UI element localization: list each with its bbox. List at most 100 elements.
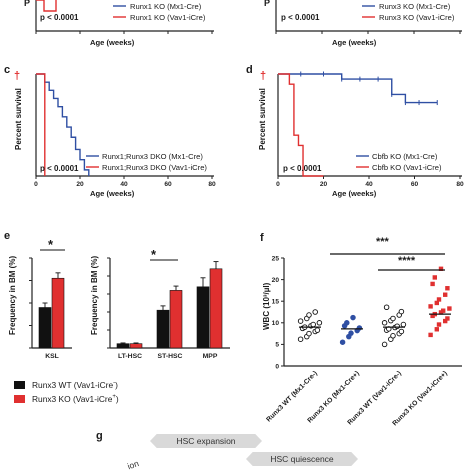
f-point-3-15 (430, 281, 435, 287)
e-left-cat-label-0: KSL (45, 353, 59, 360)
f-ytick-label-0: 0 (275, 363, 279, 370)
legend-item-ko: Runx3 KO (Vav1-iCre+) (14, 392, 119, 406)
e-right-cat-label-2: MPP (203, 353, 218, 360)
panel-a-pvalue: p < 0.0001 (40, 13, 79, 22)
panel-f-stars-top: *** (376, 236, 389, 248)
f-point-1-4 (356, 325, 363, 331)
f-point-3-11 (434, 300, 439, 306)
panel-b-xlabel: Age (weeks) (332, 38, 377, 47)
panel-e-star-left: * (48, 237, 54, 252)
f-point-3-14 (445, 286, 450, 291)
f-point-3-4 (445, 316, 450, 321)
panel-d-letter: d (246, 64, 253, 76)
c-xtick-label-2: 40 (120, 181, 128, 188)
panel-b-ylabel-fragment: P (264, 0, 271, 8)
panel-d-dagger: † (260, 70, 267, 82)
hsc-quiescence-arrow: HSC quiescence (246, 452, 358, 466)
f-ytick-label-1: 5 (275, 342, 279, 349)
panel-b-legend-mx1: Runx3 KO (Mx1-Cre) (379, 2, 451, 11)
f-point-3-1 (434, 327, 439, 332)
panel-a-legend-mx1: Runx1 KO (Mx1-Cre) (130, 2, 202, 11)
f-ytick-label-3: 15 (272, 299, 280, 306)
d-xtick-label-4: 80 (456, 181, 464, 188)
f-point-1-2 (348, 330, 354, 336)
f-point-2-8 (394, 323, 400, 330)
f-point-1-0 (339, 339, 346, 345)
panel-a-legend-vav: Runx1 KO (Vav1-iCre) (130, 13, 206, 22)
f-point-3-10 (428, 304, 433, 309)
f-point-2-4 (398, 328, 405, 335)
f-point-3-2 (436, 322, 442, 327)
f-point-3-3 (443, 318, 448, 324)
f-point-1-7 (350, 314, 356, 321)
panel-a-red-curve (36, 0, 57, 12)
c-xtick-label-4: 80 (208, 181, 216, 188)
f-ytick-label-5: 25 (272, 255, 280, 262)
hsc-expansion-label: HSC expansion (176, 436, 236, 446)
legend-label-ko: Runx3 KO (Vav1-iCre+) (32, 394, 119, 404)
panel-b-legend-vav: Runx3 KO (Vav1-iCre) (379, 13, 455, 22)
f-point-3-13 (443, 292, 448, 297)
legend-swatch-ko (14, 395, 25, 403)
panel-f-stars-low: **** (398, 255, 416, 267)
panel-c-xlabel: Age (weeks) (90, 189, 135, 198)
f-point-2-9 (400, 321, 407, 328)
panel-a-xlabel: Age (weeks) (90, 38, 135, 47)
d-xtick-label-3: 60 (411, 181, 419, 188)
f-point-2-10 (381, 320, 388, 326)
f-point-2-0 (381, 341, 388, 348)
c-xtick-label-3: 60 (164, 181, 172, 188)
panel-a-ylabel-fragment: P (24, 0, 31, 8)
c-xtick-label-1: 20 (76, 181, 84, 188)
panel-f-letter: f (260, 232, 264, 244)
f-point-0-12 (306, 312, 312, 318)
panel-d-legend-vav: Cbfb KO (Vav1-iCre) (372, 163, 442, 172)
panel-c-legend-vav: Runx1;Runx3 DKO (Vav1-iCre) (102, 163, 207, 172)
c-series-1 (36, 73, 46, 176)
legend-label-wt: Runx3 WT (Vav1-iCre-) (32, 380, 118, 390)
f-point-0-9 (316, 320, 323, 326)
panel-e-legend: Runx3 WT (Vav1-iCre-) Runx3 KO (Vav1-iCr… (14, 378, 119, 406)
f-point-3-16 (432, 275, 437, 280)
panel-c-letter: c (4, 64, 11, 76)
f-point-2-14 (398, 308, 405, 315)
panel-b-pvalue: p < 0.0001 (281, 13, 320, 22)
f-point-0-4 (314, 327, 321, 333)
d-series-1 (278, 73, 324, 177)
e-right-cat-label-1: ST-HSC (158, 353, 183, 360)
f-point-3-0 (428, 332, 433, 338)
panel-c-pvalue: p < 0.0001 (40, 164, 79, 173)
f-point-2-2 (390, 333, 396, 339)
f-point-3-8 (441, 308, 446, 313)
panel-d-legend-mx1: Cbfb KO (Mx1-Cre) (372, 152, 438, 161)
f-point-3-5 (430, 313, 435, 319)
f-point-2-12 (390, 315, 396, 322)
panel-d-pvalue: p < 0.0001 (283, 164, 322, 173)
panel-c-legend-mx1: Runx1;Runx3 DKO (Mx1-Cre) (102, 152, 203, 161)
f-point-3-12 (436, 297, 442, 302)
f-point-0-8 (310, 321, 316, 328)
d-xtick-label-0: 0 (276, 181, 280, 188)
d-xtick-label-2: 40 (365, 181, 373, 188)
legend-swatch-wt (14, 381, 25, 389)
c-series-0 (36, 73, 90, 176)
panel-g-letter: g (96, 430, 103, 442)
panel-e-letter: e (4, 230, 11, 242)
f-point-1-6 (344, 320, 350, 326)
f-ytick-label-2: 10 (272, 320, 280, 327)
f-point-3-9 (447, 306, 452, 311)
d-xtick-label-1: 20 (320, 181, 328, 188)
f-point-3-17 (438, 266, 444, 271)
panel-e-star-right: * (151, 247, 157, 262)
f-ytick-label-4: 20 (272, 277, 280, 284)
legend-item-wt: Runx3 WT (Vav1-iCre-) (14, 378, 119, 392)
panel-d-xlabel: Age (weeks) (332, 189, 377, 198)
f-point-0-2 (306, 330, 312, 337)
f-point-2-15 (383, 304, 390, 310)
hsc-quiescence-label: HSC quiescence (270, 454, 334, 464)
